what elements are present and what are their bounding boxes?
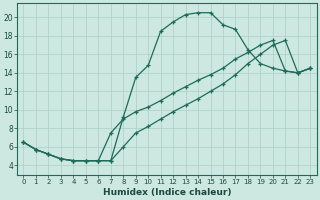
X-axis label: Humidex (Indice chaleur): Humidex (Indice chaleur) <box>103 188 231 197</box>
